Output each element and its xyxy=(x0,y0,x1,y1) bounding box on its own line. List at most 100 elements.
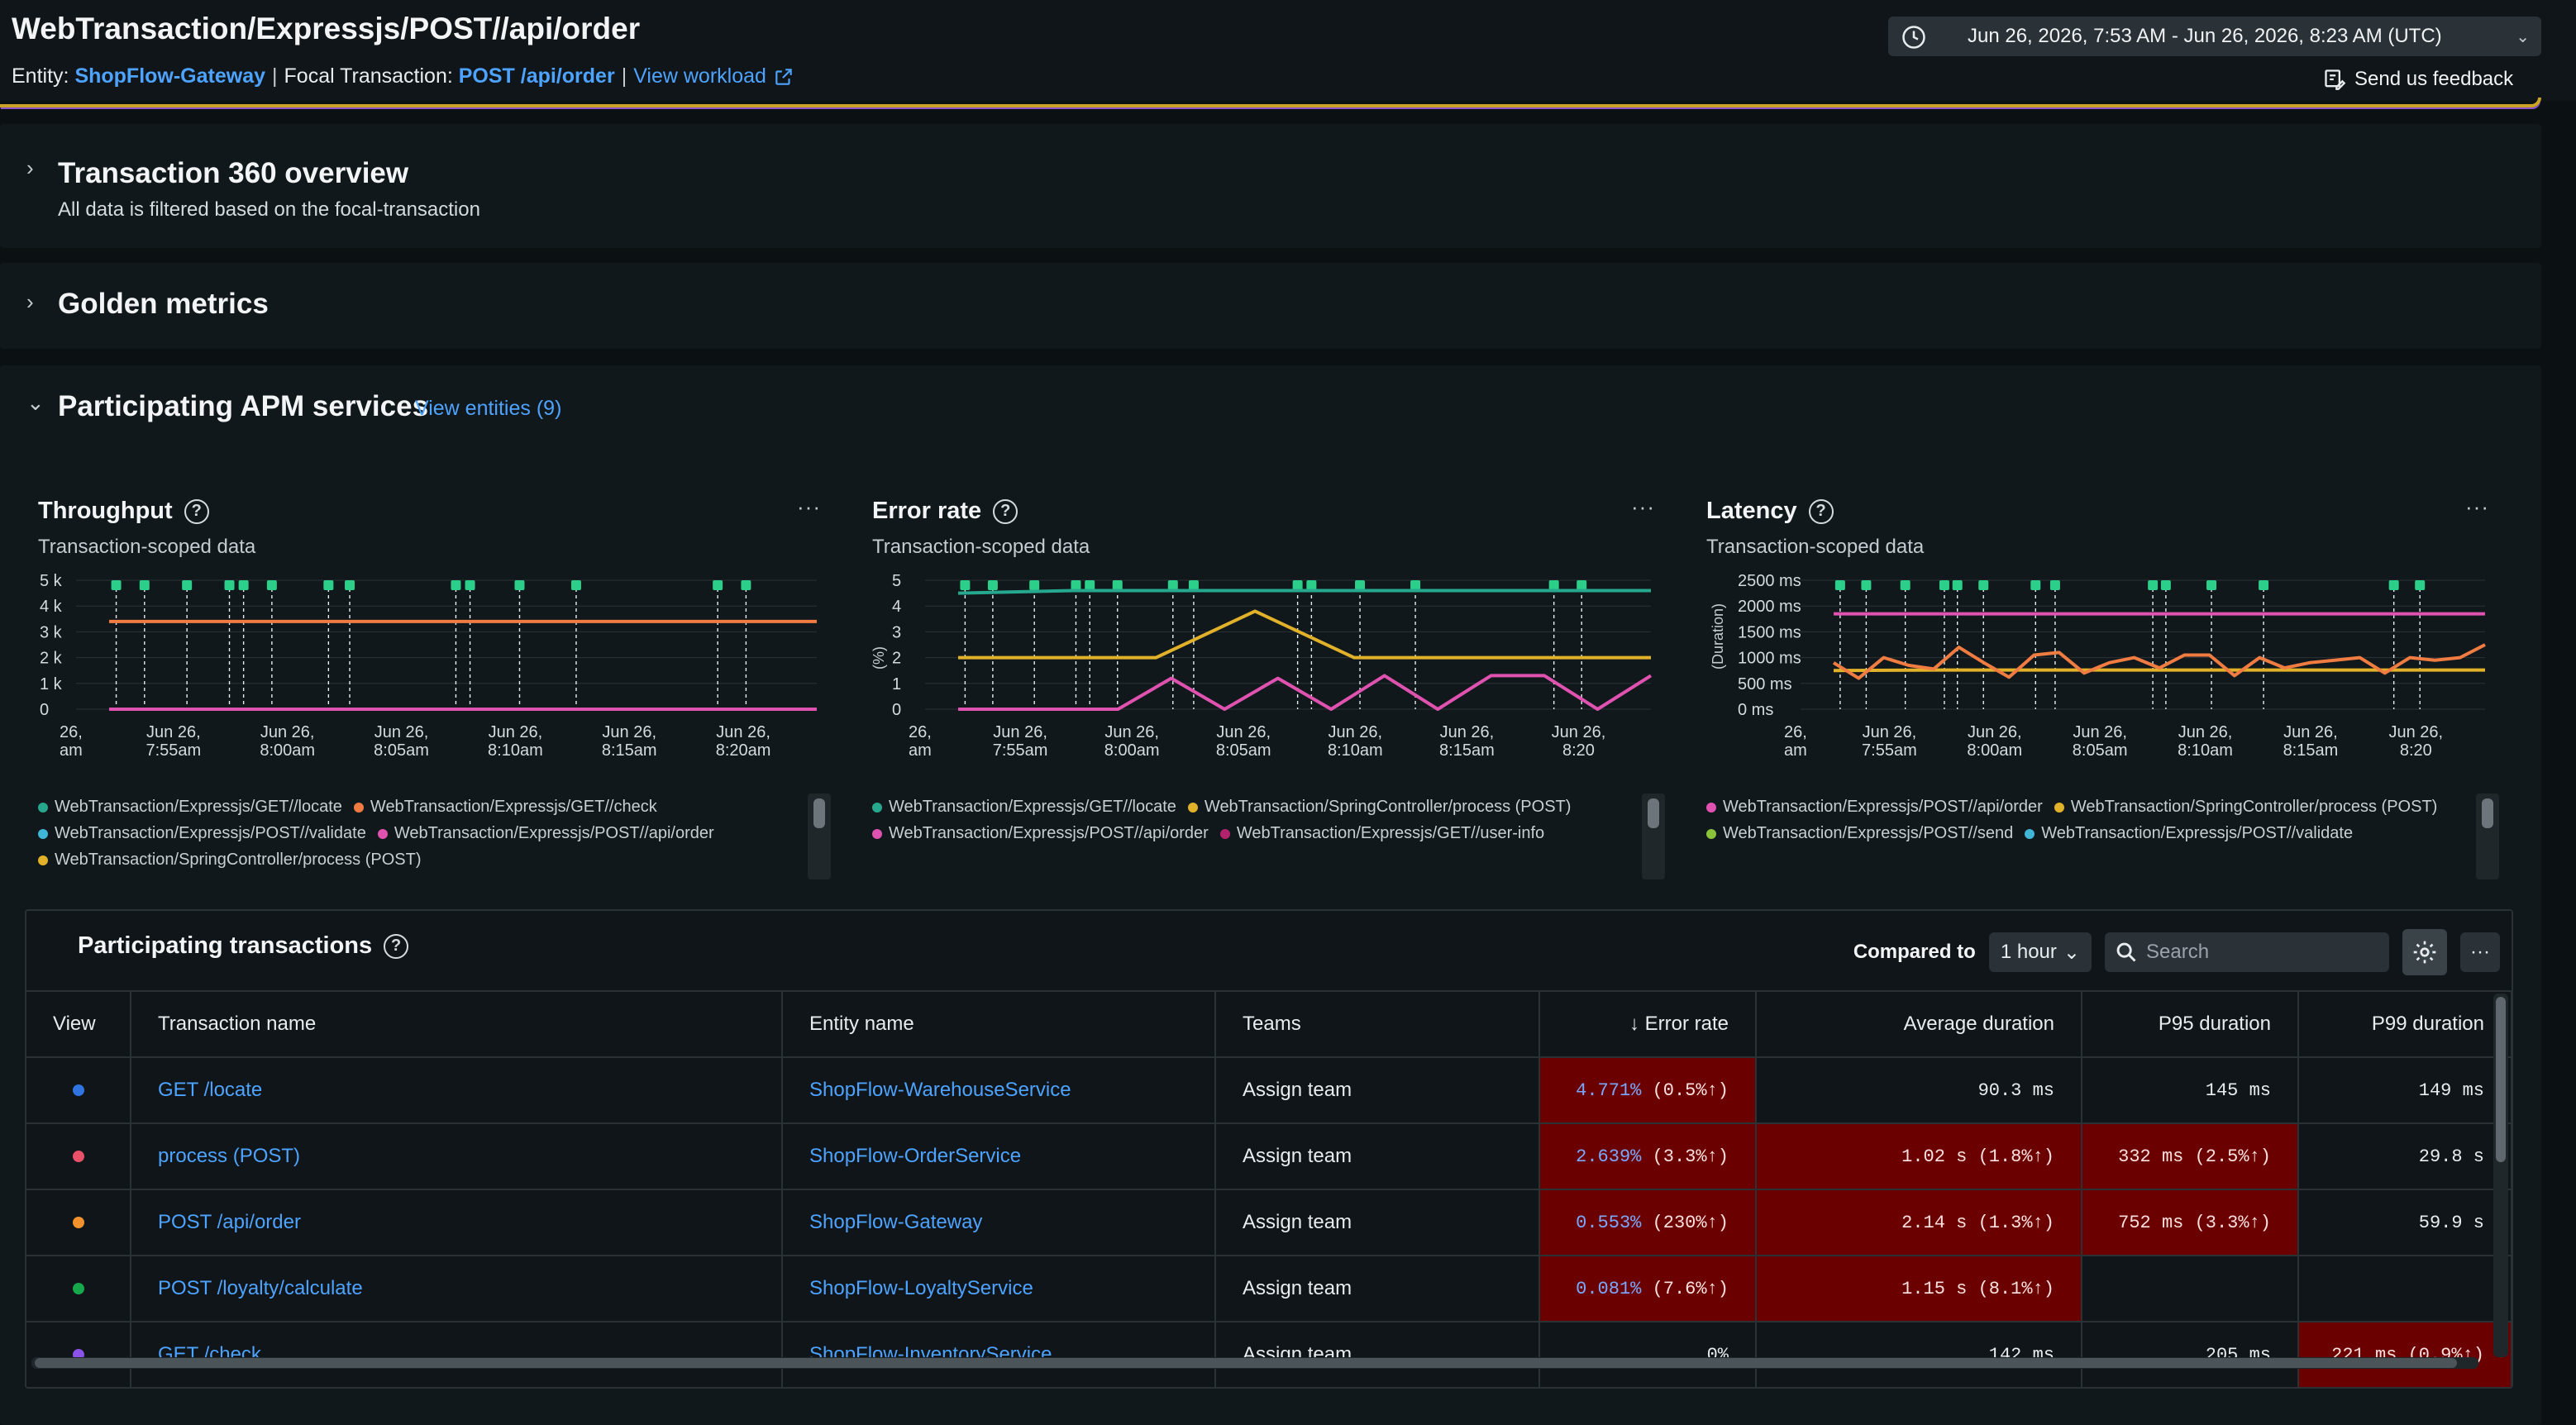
column-header-transaction-name[interactable]: Transaction name xyxy=(131,990,783,1058)
cell-team[interactable]: Assign team xyxy=(1215,1322,1540,1387)
legend-item[interactable]: WebTransaction/SpringController/process … xyxy=(2054,794,2437,820)
x-tick-label: 8:00am xyxy=(260,741,315,760)
legend-item[interactable]: WebTransaction/Expressjs/POST//api/order xyxy=(1706,794,2043,820)
table-row[interactable]: GET /check ShopFlow-InventoryService Assig… xyxy=(26,1322,2512,1387)
more-options-button[interactable]: ··· xyxy=(2460,932,2500,972)
x-tick-label: Jun 26, xyxy=(146,723,201,741)
help-icon[interactable]: ? xyxy=(384,933,409,959)
entity-link[interactable]: ShopFlow-Gateway xyxy=(74,64,266,88)
chevron-down-icon[interactable]: ⌄ xyxy=(26,390,45,415)
series-line xyxy=(1832,643,2486,680)
help-icon[interactable]: ? xyxy=(1808,498,1834,524)
legend-item[interactable]: WebTransaction/Expressjs/GET//locate xyxy=(38,794,342,820)
table-row[interactable]: POST /api/order ShopFlow-Gateway Assign te… xyxy=(26,1189,2512,1256)
cell-entity-name[interactable]: ShopFlow-OrderService xyxy=(782,1123,1216,1190)
view-workload-link[interactable]: View workload xyxy=(633,64,766,88)
settings-button[interactable] xyxy=(2402,929,2447,975)
column-header-p95-duration[interactable]: P95 duration xyxy=(2082,990,2299,1058)
legend-item[interactable]: WebTransaction/Expressjs/GET//check xyxy=(353,794,657,820)
legend-label: WebTransaction/Expressjs/GET//locate xyxy=(55,798,342,816)
x-tick-label: 8:05am xyxy=(2073,741,2128,760)
cell-transaction-name[interactable]: GET /check xyxy=(131,1322,783,1387)
more-options-icon[interactable]: ··· xyxy=(2465,494,2489,519)
more-options-icon[interactable]: ··· xyxy=(1631,494,1655,519)
overview-section[interactable]: › Transaction 360 overview All data is f… xyxy=(0,124,2541,248)
legend-item[interactable]: WebTransaction/Expressjs/POST//send xyxy=(1706,820,2013,846)
cell-team[interactable]: Assign team xyxy=(1215,1057,1540,1124)
legend-label: WebTransaction/SpringController/process … xyxy=(55,851,422,869)
x-tick-label: 8:20am xyxy=(716,741,771,760)
y-axis-label: (%) xyxy=(871,646,887,670)
table-vertical-scrollbar[interactable] xyxy=(2493,994,2508,1357)
event-marker xyxy=(713,580,723,590)
cell-average-duration: 90.3 ms xyxy=(1756,1057,2082,1124)
column-header-error-rate[interactable]: ↓ Error rate xyxy=(1539,990,1757,1058)
cell-average-duration: 142 ms xyxy=(1756,1322,2082,1387)
x-tick-label: 8:10am xyxy=(488,741,543,760)
gear-icon xyxy=(2413,941,2436,964)
cell-entity-name[interactable]: ShopFlow-WarehouseService xyxy=(782,1057,1216,1124)
series-line xyxy=(958,674,1653,711)
legend-item[interactable]: WebTransaction/Expressjs/POST//validate xyxy=(38,820,366,846)
event-marker xyxy=(1861,580,1872,590)
legend-swatch xyxy=(1706,828,1716,839)
chevron-right-icon[interactable]: › xyxy=(26,289,34,314)
view-entities-link[interactable]: View entities (9) xyxy=(415,397,562,420)
legend-scrollbar[interactable] xyxy=(808,794,831,879)
legend-scrollbar[interactable] xyxy=(1642,794,1665,879)
event-marker xyxy=(1952,580,1963,590)
x-tick-label: 26, xyxy=(60,723,83,741)
table-row[interactable]: POST /loyalty/calculate ShopFlow-LoyaltyS… xyxy=(26,1256,2512,1323)
legend-item[interactable]: WebTransaction/Expressjs/POST//api/order xyxy=(872,820,1209,846)
legend-item[interactable]: WebTransaction/Expressjs/GET//locate xyxy=(872,794,1176,820)
x-tick-label: 8:20 xyxy=(2400,741,2432,760)
x-tick-label: 26, xyxy=(909,723,932,741)
legend-item[interactable]: WebTransaction/Expressjs/POST//api/order xyxy=(377,820,714,846)
x-tick-label: Jun 26, xyxy=(489,723,543,741)
y-tick-label: 1500 ms xyxy=(1738,623,1801,641)
x-tick-label: Jun 26, xyxy=(1216,723,1271,741)
help-icon[interactable]: ? xyxy=(184,498,209,524)
feedback-button[interactable]: Send us feedback xyxy=(2323,68,2513,91)
legend-item[interactable]: WebTransaction/Expressjs/POST//validate xyxy=(2025,820,2353,846)
golden-metrics-section[interactable]: › Golden metrics xyxy=(0,263,2541,349)
cell-team[interactable]: Assign team xyxy=(1215,1123,1540,1190)
cell-team[interactable]: Assign team xyxy=(1215,1256,1540,1323)
cell-transaction-name[interactable]: POST /loyalty/calculate xyxy=(131,1256,783,1323)
table-row[interactable]: process (POST) ShopFlow-OrderService Assig… xyxy=(26,1123,2512,1190)
legend-item[interactable]: WebTransaction/Expressjs/GET//user-info xyxy=(1219,820,1544,846)
legend-item[interactable]: WebTransaction/SpringController/process … xyxy=(1187,794,1571,820)
help-icon[interactable]: ? xyxy=(993,498,1018,524)
cell-transaction-name[interactable]: POST /api/order xyxy=(131,1189,783,1256)
cell-entity-name[interactable]: ShopFlow-Gateway xyxy=(782,1189,1216,1256)
cell-transaction-name[interactable]: GET /locate xyxy=(131,1057,783,1124)
view-dot-icon[interactable] xyxy=(72,1283,84,1294)
event-marker xyxy=(1029,580,1040,590)
x-tick-label: 8:00am xyxy=(1104,741,1160,760)
column-header-teams[interactable]: Teams xyxy=(1215,990,1540,1058)
search-input[interactable]: Search xyxy=(2105,932,2389,972)
focal-transaction-link[interactable]: POST /api/order xyxy=(458,64,615,88)
clock-icon xyxy=(1902,26,1925,49)
more-options-icon[interactable]: ··· xyxy=(797,494,821,519)
cell-entity-name[interactable]: ShopFlow-LoyaltyService xyxy=(782,1256,1216,1323)
column-header-p99-duration[interactable]: P99 duration xyxy=(2298,990,2512,1058)
column-header-entity-name[interactable]: Entity name xyxy=(782,990,1216,1058)
legend-scrollbar[interactable] xyxy=(2476,794,2499,879)
compared-to-select[interactable]: 1 hour ⌄ xyxy=(1988,932,2092,972)
column-header-view[interactable]: View xyxy=(26,990,131,1058)
cell-transaction-name[interactable]: process (POST) xyxy=(131,1123,783,1190)
cell-error-rate: 0% xyxy=(1539,1322,1757,1387)
chevron-right-icon[interactable]: › xyxy=(26,155,34,180)
time-range-picker[interactable]: Jun 26, 2026, 7:53 AM - Jun 26, 2026, 8:… xyxy=(1888,17,2541,56)
table-row[interactable]: GET /locate ShopFlow-WarehouseService Assi… xyxy=(26,1057,2512,1124)
cell-entity-name[interactable]: ShopFlow-InventoryService xyxy=(782,1322,1216,1387)
cell-team[interactable]: Assign team xyxy=(1215,1189,1540,1256)
legend-item[interactable]: WebTransaction/SpringController/process … xyxy=(38,846,422,873)
view-dot-icon[interactable] xyxy=(72,1084,84,1096)
chevron-down-icon: ⌄ xyxy=(2516,28,2530,46)
view-dot-icon[interactable] xyxy=(72,1217,84,1228)
table-horizontal-scrollbar[interactable] xyxy=(31,1357,2478,1369)
column-header-average-duration[interactable]: Average duration xyxy=(1756,990,2082,1058)
view-dot-icon[interactable] xyxy=(72,1151,84,1162)
